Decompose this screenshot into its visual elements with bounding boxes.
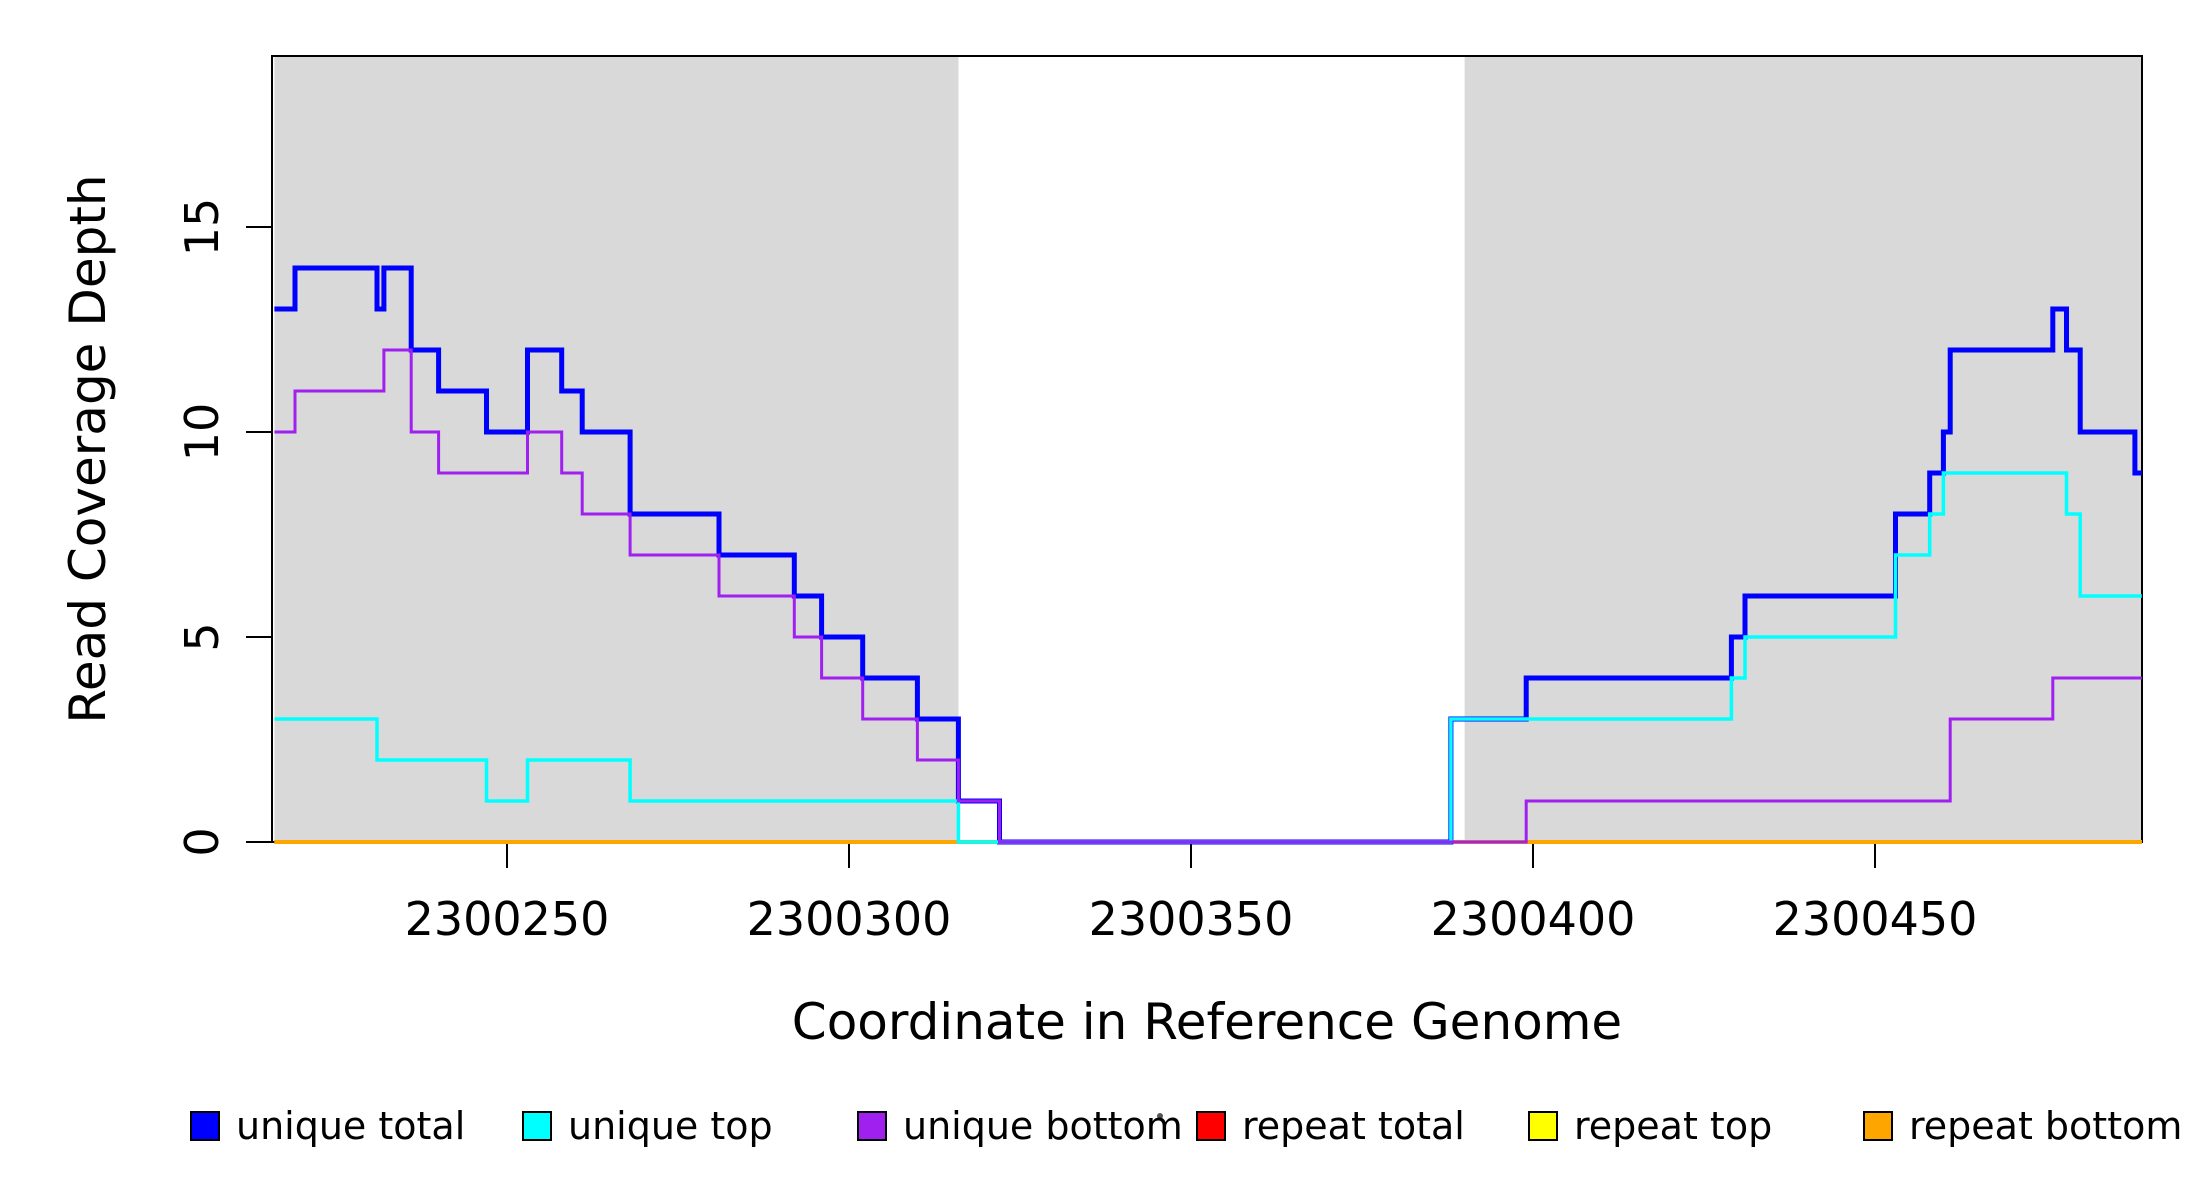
legend-item-unique-total: unique total bbox=[190, 1104, 466, 1148]
legend-item-repeat-bottom: repeat bottom bbox=[1863, 1104, 2183, 1148]
y-tick-label: 10 bbox=[175, 403, 229, 462]
x-tick-label: 2300300 bbox=[747, 892, 952, 946]
y-axis-title: Read Coverage Depth bbox=[59, 174, 117, 724]
legend-item-repeat-total: repeat total bbox=[1196, 1104, 1465, 1148]
legend-label: repeat top bbox=[1574, 1104, 1773, 1148]
legend-item-repeat-top: repeat top bbox=[1528, 1104, 1773, 1148]
x-tick-label: 2300250 bbox=[405, 892, 610, 946]
legend-swatch-unique-bottom bbox=[857, 1111, 887, 1141]
x-tick-label: 2300350 bbox=[1089, 892, 1294, 946]
series-line-unique-top bbox=[274, 471, 2142, 844]
y-tick-label: 5 bbox=[175, 622, 229, 651]
legend-swatch-repeat-bottom bbox=[1863, 1111, 1893, 1141]
shaded-region-1 bbox=[274, 56, 959, 842]
y-tick-label: 0 bbox=[175, 827, 229, 856]
legend-swatch-repeat-top bbox=[1528, 1111, 1558, 1141]
legend-label: unique total bbox=[236, 1104, 466, 1148]
legend-label: repeat bottom bbox=[1909, 1104, 2183, 1148]
y-tick-label: 15 bbox=[175, 198, 229, 257]
legend-label: repeat total bbox=[1242, 1104, 1465, 1148]
x-tick-label: 2300450 bbox=[1773, 892, 1978, 946]
series-line-unique-bottom bbox=[274, 348, 2142, 844]
legend-item-unique-top: unique top bbox=[522, 1104, 773, 1148]
x-axis-title: Coordinate in Reference Genome bbox=[791, 993, 1623, 1051]
x-tick-label: 2300400 bbox=[1431, 892, 1636, 946]
legend-label: unique bottom bbox=[903, 1104, 1183, 1148]
legend-swatch-repeat-total bbox=[1196, 1111, 1226, 1141]
legend-swatch-unique-total bbox=[190, 1111, 220, 1141]
legend-item-unique-bottom: unique bottom bbox=[857, 1104, 1183, 1148]
stray-point-mark bbox=[1157, 1113, 1163, 1119]
series-line-unique-total bbox=[274, 265, 2142, 845]
legend-swatch-unique-top bbox=[522, 1111, 552, 1141]
shaded-region-2 bbox=[1464, 56, 2142, 842]
legend-label: unique top bbox=[568, 1104, 773, 1148]
